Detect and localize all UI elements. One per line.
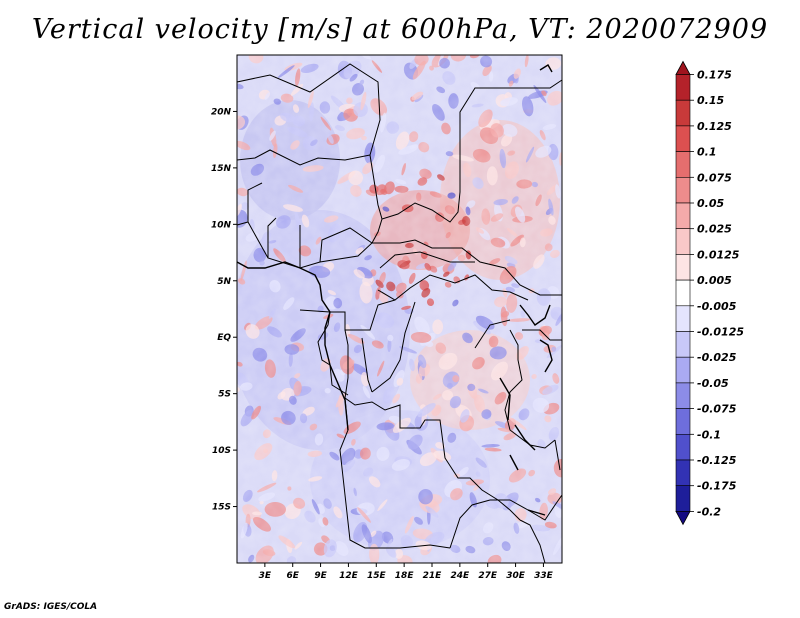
lon-tick-label: 9E — [314, 571, 327, 581]
lon-tick-label: 15E — [367, 571, 387, 581]
colorbar-swatch — [675, 254, 691, 281]
colorbar-swatch — [675, 151, 691, 178]
country-borders — [236, 63, 563, 564]
lat-tick-label: 5S — [218, 390, 231, 400]
colorbar-swatch — [675, 177, 691, 204]
colorbar: 0.175 0.15 0.125 0.1 0.075 0.05 0.025 0.0125 0.0… — [675, 60, 744, 526]
colorbar-arrow-top — [675, 60, 691, 75]
coastline-and-lakes — [236, 64, 553, 516]
colorbar-swatch — [675, 74, 691, 101]
lon-tick-label: 21E — [423, 571, 443, 581]
colorbar-label: 0.005 — [697, 274, 732, 287]
colorbar-swatch — [675, 125, 691, 152]
colorbar-swatch — [675, 408, 691, 435]
lon-tick-label: 33E — [534, 571, 554, 581]
lon-tick-label: 30E — [506, 571, 526, 581]
colorbar-label: 0.1 — [697, 146, 717, 159]
colorbar-label: -0.2 — [697, 505, 721, 518]
colorbar-label: 0.15 — [697, 94, 724, 107]
colorbar-label: 0.125 — [697, 120, 732, 133]
colorbar-label: -0.075 — [697, 403, 737, 416]
lon-tick-label: 18E — [395, 571, 415, 581]
lon-tick-label: 12E — [339, 571, 359, 581]
lat-tick-label: 15S — [212, 503, 231, 513]
lat-tick-label: 20N — [211, 107, 232, 117]
lon-tick-label: 3E — [259, 571, 272, 581]
lat-tick-label: 15N — [211, 164, 232, 174]
lat-tick-label: EQ — [217, 333, 231, 343]
lon-tick-label: 24E — [451, 571, 471, 581]
colorbar-swatch — [675, 305, 691, 332]
lat-tick-label: 10N — [211, 220, 232, 230]
chart-title: Vertical velocity [m/s] at 600hPa, VT: 2… — [31, 14, 769, 45]
colorbar-label: 0.05 — [697, 197, 724, 210]
colorbar-swatch — [675, 433, 691, 461]
colorbar-arrow-bottom — [675, 510, 691, 526]
colorbar-label: -0.025 — [697, 351, 737, 364]
colorbar-label: 0.175 — [697, 69, 732, 82]
colorbar-label: -0.175 — [697, 480, 737, 493]
colorbar-label: -0.1 — [697, 428, 721, 441]
colorbar-swatch — [675, 331, 691, 358]
colorbar-label: -0.05 — [697, 377, 729, 390]
map-frame — [236, 54, 563, 564]
colorbar-label: 0.0125 — [697, 248, 740, 261]
colorbar-swatch — [675, 459, 691, 487]
colorbar-swatch — [675, 485, 691, 512]
colorbar-label: -0.125 — [697, 454, 737, 467]
colorbar-swatch — [675, 382, 691, 409]
lat-tick-label: 10S — [212, 446, 231, 456]
velocity-field — [237, 55, 562, 563]
colorbar-swatch — [675, 99, 691, 127]
colorbar-label: 0.025 — [697, 223, 732, 236]
colorbar-swatch — [675, 356, 691, 384]
lon-tick-label: 27E — [478, 571, 498, 581]
lon-tick-label: 6E — [287, 571, 300, 581]
colorbar-swatch — [675, 228, 691, 255]
colorbar-swatch — [675, 279, 691, 307]
colorbar-swatch — [675, 202, 691, 230]
colorbar-label: -0.005 — [697, 300, 737, 313]
colorbar-label: 0.075 — [697, 171, 732, 184]
longitude-axis: 3E 6E 9E 12E 15E 18E 21E 24E 27E 30E 33E — [259, 563, 554, 581]
lat-tick-label: 5N — [217, 277, 231, 287]
grads-credit: GrADS: IGES/COLA — [4, 602, 98, 612]
latitude-axis: 20N 15N 10N 5N EQ 5S 10S 15S — [211, 107, 237, 513]
colorbar-label: -0.0125 — [697, 326, 744, 339]
